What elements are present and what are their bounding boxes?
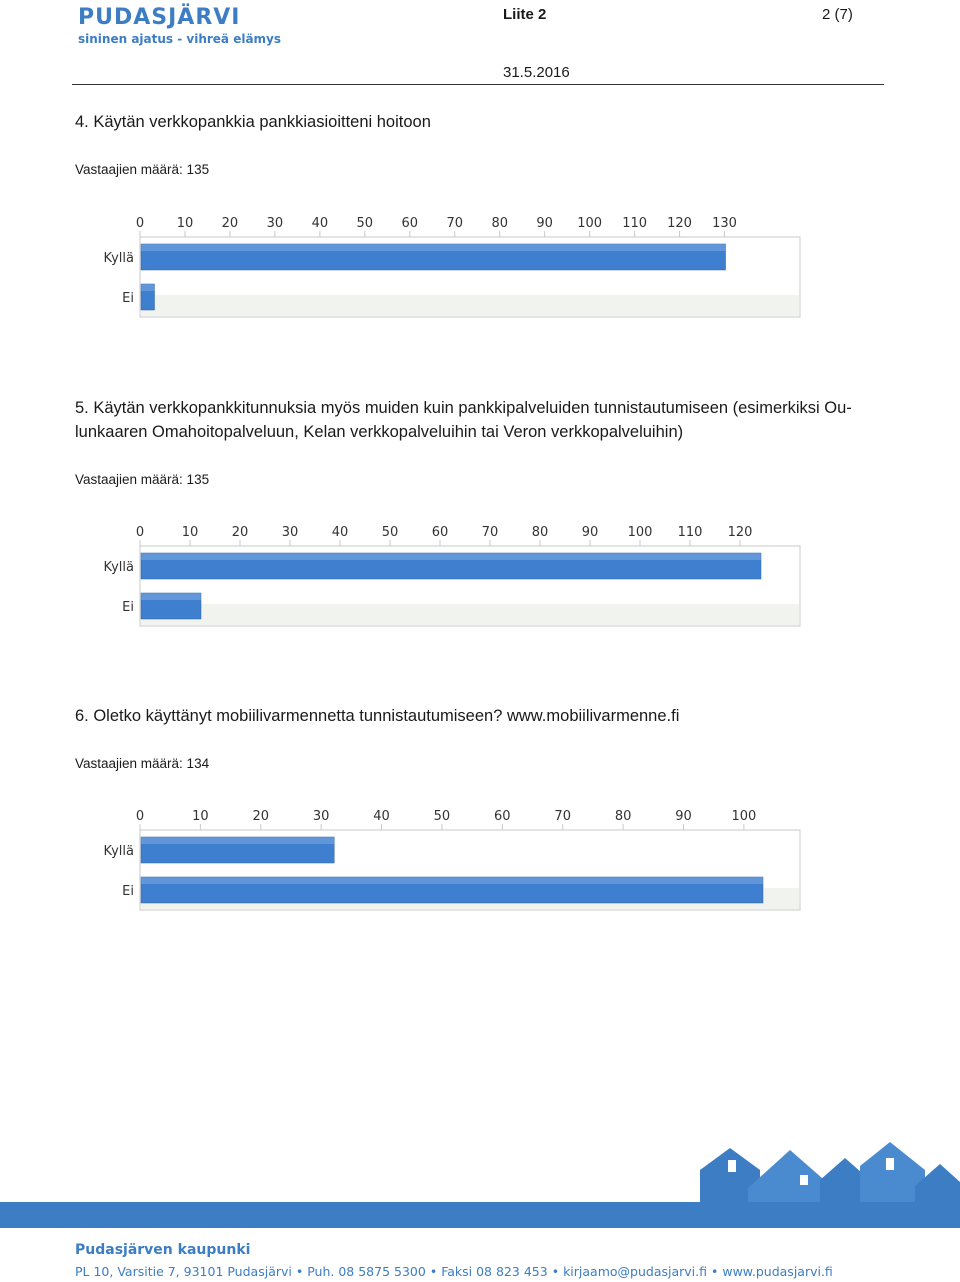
question-6-chart: 0 10 20 30 40 50 60 70 80 90 100 Kyllä Ei <box>95 798 805 918</box>
x-tick-label: 40 <box>312 216 329 231</box>
x-tick-label: 120 <box>667 216 692 231</box>
logo-title: PUDASJÄRVI <box>78 5 241 30</box>
x-tick-label: 10 <box>182 525 199 540</box>
x-tick-label: 10 <box>192 809 209 824</box>
x-tick-label: 10 <box>177 216 194 231</box>
attachment-label: Liite 2 <box>503 6 547 23</box>
footer-fax: Faksi 08 823 453 <box>441 1264 548 1279</box>
bar <box>140 592 202 620</box>
x-tick-label: 100 <box>628 525 653 540</box>
question-5-title: 5. Käytän verkkopankkitunnuksia myös mui… <box>75 399 852 441</box>
bar-highlight <box>141 284 155 291</box>
header-divider <box>72 84 884 85</box>
category-label: Ei <box>122 600 134 615</box>
bar-highlight <box>141 877 763 884</box>
x-tick-label: 60 <box>432 525 449 540</box>
x-tick-label: 90 <box>536 216 553 231</box>
x-tick-label: 20 <box>232 525 249 540</box>
x-tick-label: 110 <box>622 216 647 231</box>
bar <box>140 552 762 580</box>
x-tick-label: 80 <box>615 809 632 824</box>
x-tick-label: 110 <box>678 525 703 540</box>
footer-phone: Puh. 08 5875 5300 <box>307 1264 426 1279</box>
footer-city-name: Pudasjärven kaupunki <box>75 1242 251 1258</box>
x-tick-label: 40 <box>332 525 349 540</box>
question-5-respondents: Vastaajien määrä: 135 <box>75 472 210 487</box>
bar <box>140 876 764 904</box>
bar-chart-svg: 0 10 20 30 40 50 60 70 80 90 100 110 120 130 Kyllä Ei <box>104 216 801 318</box>
question-6-respondents: Vastaajien määrä: 134 <box>75 756 210 771</box>
x-tick-label: 90 <box>582 525 599 540</box>
bar <box>140 836 335 864</box>
x-tick-label: 50 <box>382 525 399 540</box>
x-tick-label: 0 <box>136 809 144 824</box>
bar-chart-svg: 0 10 20 30 40 50 60 70 80 90 100 110 120 Kyllä Ei <box>104 525 801 627</box>
bar-highlight <box>141 244 726 251</box>
question-6-title: 6. Oletko käyttänyt mobiilivarmennetta t… <box>75 707 680 725</box>
x-tick-label: 100 <box>731 809 756 824</box>
x-tick-label: 50 <box>357 216 374 231</box>
plot-band <box>141 295 799 316</box>
x-tick-label: 100 <box>577 216 602 231</box>
category-label: Ei <box>122 884 134 899</box>
x-tick-label: 20 <box>252 809 269 824</box>
logo-slogan: sininen ajatus - vihreä elämys <box>78 32 282 46</box>
x-tick-label: 80 <box>491 216 508 231</box>
bullet-icon: • <box>551 1264 560 1279</box>
bar <box>140 283 155 311</box>
bar-highlight <box>141 553 761 560</box>
x-tick-label: 70 <box>554 809 571 824</box>
bar-highlight <box>141 593 201 600</box>
footer-skyline-graphic <box>0 1142 960 1228</box>
x-tick-label: 40 <box>373 809 390 824</box>
document-date: 31.5.2016 <box>503 64 570 81</box>
x-tick-label: 30 <box>313 809 330 824</box>
x-tick-label: 130 <box>712 216 737 231</box>
bar-chart-svg: 0 10 20 30 40 50 60 70 80 90 100 Kyllä Ei <box>104 809 801 911</box>
x-tick-label: 30 <box>282 525 299 540</box>
bullet-icon: • <box>429 1264 438 1279</box>
footer-contact-line: PL 10, Varsitie 7, 93101 Pudasjärvi • Puh.… <box>75 1264 833 1279</box>
x-tick-label: 0 <box>136 216 144 231</box>
x-tick-label: 80 <box>532 525 549 540</box>
x-tick-label: 30 <box>267 216 284 231</box>
footer-email: kirjaamo@pudasjarvi.fi <box>563 1264 707 1279</box>
bar-highlight <box>141 837 335 844</box>
page-number: 2 (7) <box>822 6 853 23</box>
pudasjarvi-logo: PUDASJÄRVI sininen ajatus - vihreä elämy… <box>78 5 282 47</box>
category-label: Kyllä <box>104 844 134 859</box>
footer-website: www.pudasjarvi.fi <box>722 1264 833 1279</box>
x-tick-label: 120 <box>728 525 753 540</box>
category-label: Kyllä <box>104 560 134 575</box>
x-tick-label: 70 <box>482 525 499 540</box>
x-tick-label: 90 <box>675 809 692 824</box>
footer <box>0 1232 960 1282</box>
bullet-icon: • <box>710 1264 719 1279</box>
x-tick-label: 50 <box>434 809 451 824</box>
question-4-chart: 0 10 20 30 40 50 60 70 80 90 100 110 120 130 Kyllä Ei <box>95 205 805 325</box>
question-4-title: 4. Käytän verkkopankkia pankkiasioitteni… <box>75 113 431 131</box>
x-tick-label: 0 <box>136 525 144 540</box>
plot-band <box>141 604 799 625</box>
category-label: Ei <box>122 291 134 306</box>
category-label: Kyllä <box>104 251 134 266</box>
x-tick-label: 70 <box>446 216 463 231</box>
bullet-icon: • <box>295 1264 304 1279</box>
footer-address: PL 10, Varsitie 7, 93101 Pudasjärvi <box>75 1264 292 1279</box>
x-tick-label: 60 <box>402 216 419 231</box>
bar <box>140 243 726 271</box>
question-5-chart: 0 10 20 30 40 50 60 70 80 90 100 110 120 Kyllä Ei <box>95 514 805 634</box>
x-tick-label: 60 <box>494 809 511 824</box>
question-4-respondents: Vastaajien määrä: 135 <box>75 162 210 177</box>
x-tick-label: 20 <box>222 216 239 231</box>
